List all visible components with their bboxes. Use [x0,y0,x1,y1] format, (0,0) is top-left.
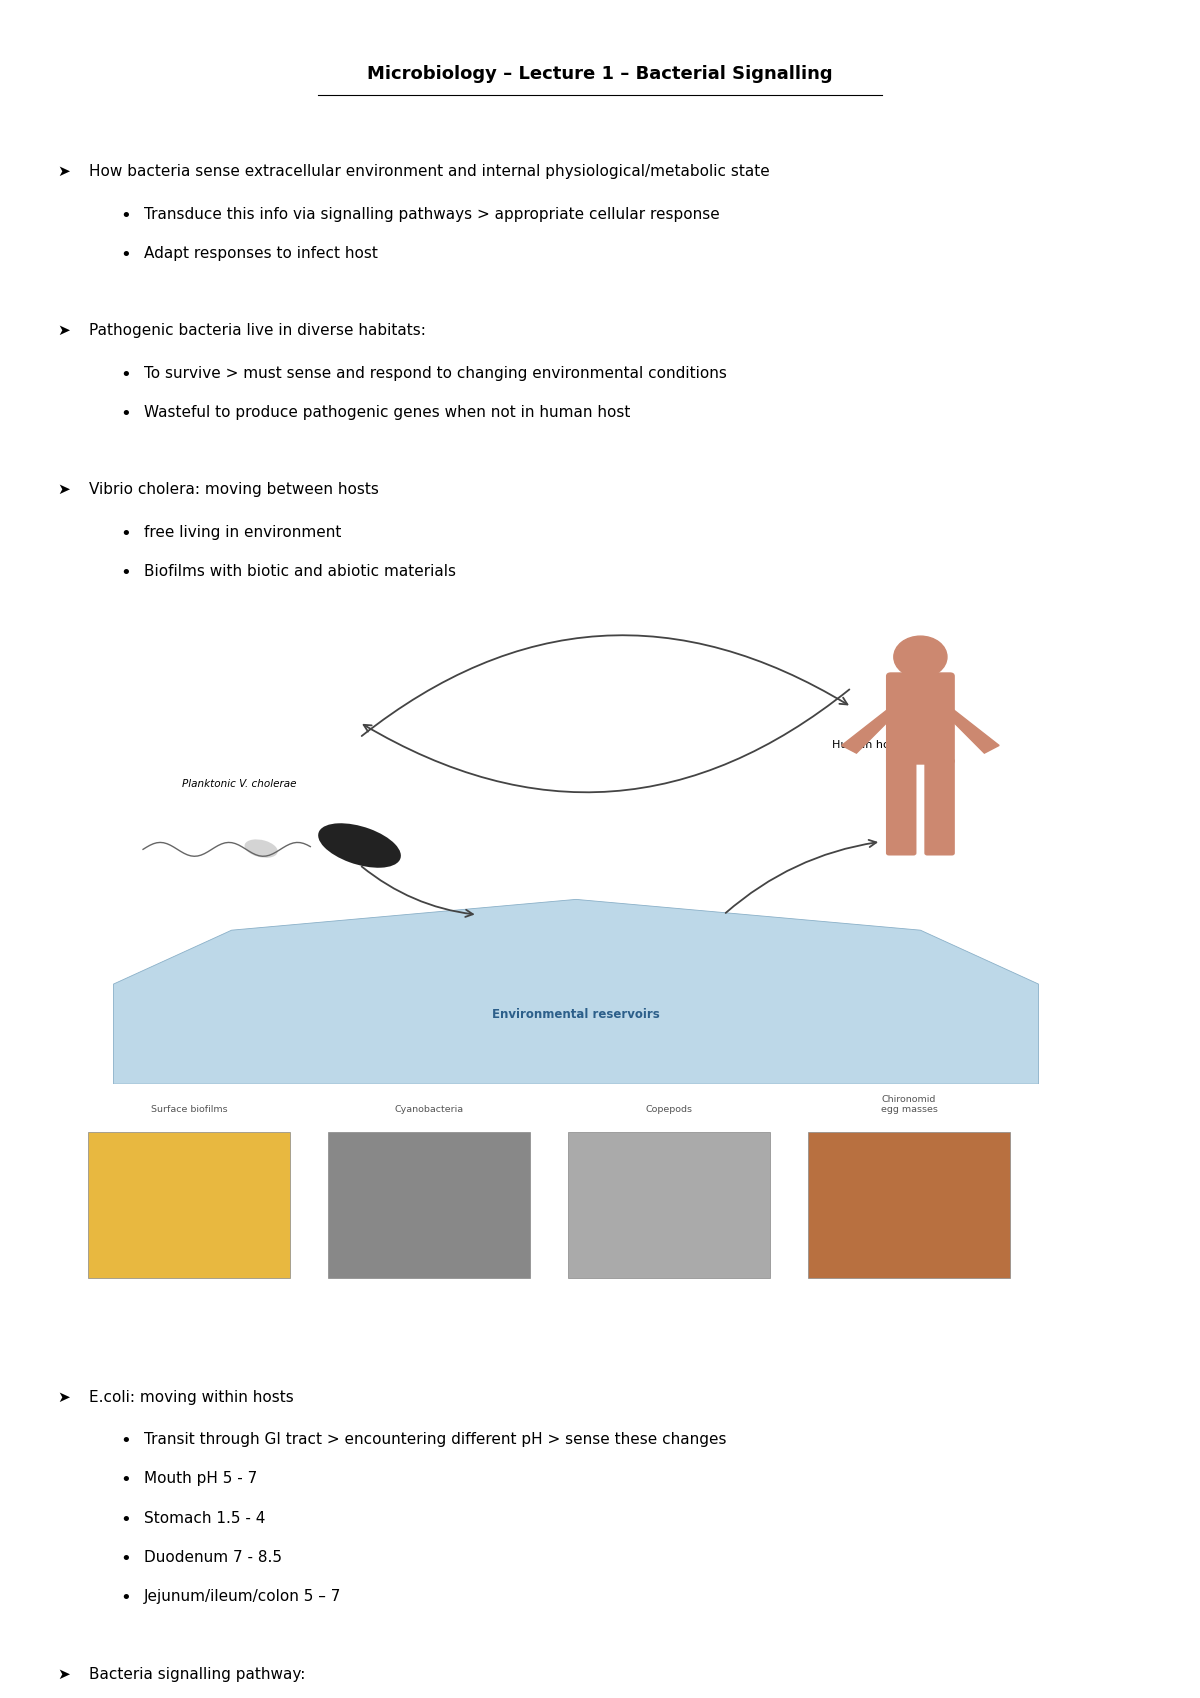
FancyArrowPatch shape [361,635,847,735]
Text: ➤: ➤ [58,482,71,498]
Text: Duodenum 7 - 8.5: Duodenum 7 - 8.5 [144,1550,282,1566]
Text: Adapt responses to infect host: Adapt responses to infect host [144,246,378,261]
Ellipse shape [318,824,401,868]
FancyBboxPatch shape [329,1133,530,1279]
FancyArrowPatch shape [726,841,876,914]
Text: Microbiology – Lecture 1 – Bacterial Signalling: Microbiology – Lecture 1 – Bacterial Sig… [367,65,833,83]
Text: Chironomid
egg masses: Chironomid egg masses [881,1095,937,1114]
Text: •: • [120,1550,131,1567]
Text: •: • [120,1589,131,1608]
Text: Human host: Human host [832,740,900,751]
FancyBboxPatch shape [924,759,955,856]
FancyArrowPatch shape [364,689,850,793]
Text: To survive > must sense and respond to changing environmental conditions: To survive > must sense and respond to c… [144,365,727,380]
Text: Cyanobacteria: Cyanobacteria [395,1105,463,1114]
Text: •: • [120,246,131,265]
Text: Wasteful to produce pathogenic genes when not in human host: Wasteful to produce pathogenic genes whe… [144,406,630,419]
Text: •: • [120,406,131,423]
Text: Copepods: Copepods [646,1105,692,1114]
Text: ➤: ➤ [58,323,71,338]
Text: Stomach 1.5 - 4: Stomach 1.5 - 4 [144,1511,265,1527]
Text: Transit through GI tract > encountering different pH > sense these changes: Transit through GI tract > encountering … [144,1431,726,1447]
Text: •: • [120,564,131,582]
Text: How bacteria sense extracellular environment and internal physiological/metaboli: How bacteria sense extracellular environ… [89,165,769,180]
Text: Biofilms with biotic and abiotic materials: Biofilms with biotic and abiotic materia… [144,564,456,579]
Text: •: • [120,525,131,543]
Text: Environmental reservoirs: Environmental reservoirs [492,1009,660,1022]
Text: Mouth pH 5 - 7: Mouth pH 5 - 7 [144,1472,257,1486]
Ellipse shape [245,839,277,857]
Text: •: • [120,207,131,224]
Text: •: • [120,1472,131,1489]
Circle shape [894,637,947,678]
Text: E.coli: moving within hosts: E.coli: moving within hosts [89,1389,294,1404]
Text: Bacteria signalling pathway:: Bacteria signalling pathway: [89,1666,305,1681]
Text: •: • [120,1431,131,1450]
FancyBboxPatch shape [809,1133,1010,1279]
Text: free living in environment: free living in environment [144,525,341,540]
Text: Transduce this info via signalling pathways > appropriate cellular response: Transduce this info via signalling pathw… [144,207,720,222]
Polygon shape [841,706,890,754]
FancyBboxPatch shape [886,759,917,856]
Text: Jejunum/ileum/colon 5 – 7: Jejunum/ileum/colon 5 – 7 [144,1589,341,1605]
FancyBboxPatch shape [89,1133,290,1279]
Text: •: • [120,1511,131,1528]
Text: ➤: ➤ [58,1389,71,1404]
Text: Planktonic V. cholerae: Planktonic V. cholerae [182,779,296,790]
Text: •: • [120,365,131,384]
Text: Surface biofilms: Surface biofilms [151,1105,227,1114]
FancyBboxPatch shape [569,1133,770,1279]
Text: ➤: ➤ [58,1666,71,1681]
FancyArrowPatch shape [361,866,473,917]
Polygon shape [114,900,1038,1083]
Text: Vibrio cholera: moving between hosts: Vibrio cholera: moving between hosts [89,482,379,498]
Polygon shape [950,706,1000,754]
FancyBboxPatch shape [886,672,955,764]
Text: ➤: ➤ [58,165,71,180]
Text: Pathogenic bacteria live in diverse habitats:: Pathogenic bacteria live in diverse habi… [89,323,426,338]
